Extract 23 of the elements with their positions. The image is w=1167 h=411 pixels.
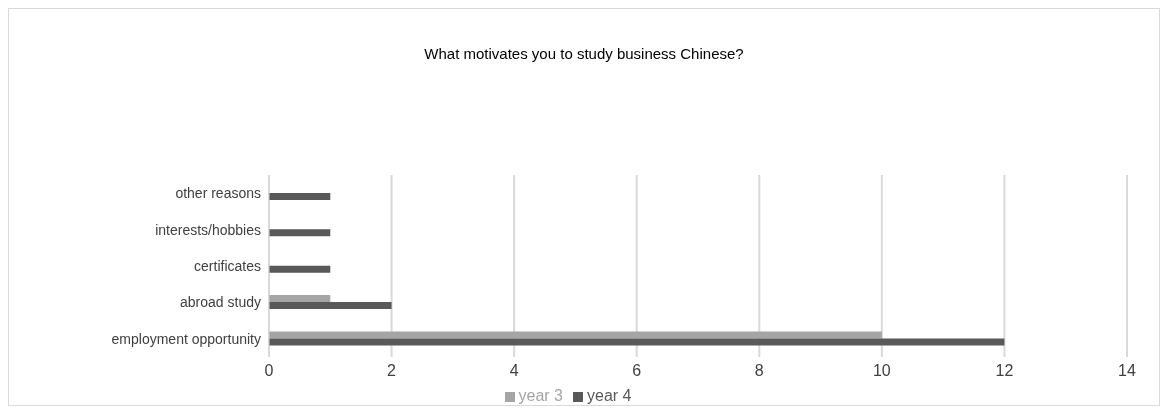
legend-label: year 4 [587,387,632,404]
y-tick-label: other reasons [175,185,261,202]
x-tick-label: 8 [754,362,764,380]
bar [269,302,392,310]
bar [269,331,882,339]
bar [269,265,331,273]
x-tick-label: 0 [264,362,274,380]
legend-label: year 3 [518,387,563,404]
bar [269,229,331,237]
chart-title: What motivates you to study business Chinese? [423,44,745,64]
x-tick-label: 12 [995,362,1014,380]
x-tick-label: 10 [872,362,891,380]
x-tick-label: 6 [632,362,642,380]
bar [269,192,331,200]
bar [269,338,1005,346]
x-tick-label: 2 [387,362,397,380]
y-tick-label: interests/hobbies [155,221,261,238]
x-tick-label: 4 [509,362,519,380]
y-tick-label: abroad study [180,294,261,311]
bar [269,295,331,303]
x-tick-label: 14 [1118,362,1136,380]
y-tick-label: employment opportunity [111,330,261,347]
y-tick-label: certificates [194,257,261,274]
